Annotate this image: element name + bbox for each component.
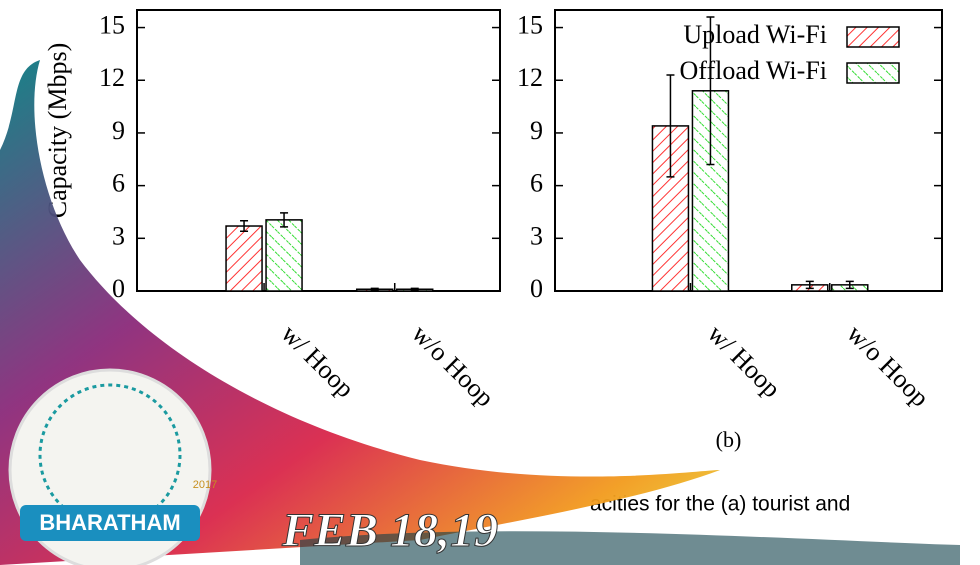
error-bar [706, 16, 715, 166]
error-bar [240, 220, 249, 233]
y-tick-label: 9 [530, 116, 543, 145]
y-tick-label: 15 [99, 11, 125, 40]
error-bar [280, 212, 289, 228]
banner-date: FEB 18,19 [281, 504, 498, 557]
logo-ring [38, 383, 182, 527]
y-tick-label: 0 [112, 274, 125, 303]
y-tick-label: 0 [530, 274, 543, 303]
x-tick-label: w/ Hoop [276, 319, 360, 403]
caption: acities for the (a) tourist and [590, 493, 850, 516]
error-bar [410, 287, 419, 291]
error-bar [666, 74, 675, 178]
legend-swatch [846, 62, 900, 84]
error-bar [845, 280, 854, 290]
bar [265, 219, 303, 292]
decoration: BHARATHAM 2017 FEB 18,19 [0, 60, 960, 565]
y-axis-label: Capacity (Mbps) [43, 43, 72, 218]
legend-label: Offload Wi-Fi [680, 56, 827, 85]
decor-wave [300, 531, 960, 565]
y-tick-label: 12 [517, 63, 543, 92]
legend-swatch [846, 26, 900, 48]
logo-name: BHARATHAM [39, 510, 180, 535]
y-tick-label: 12 [99, 63, 125, 92]
subcaption: (b) [716, 427, 742, 452]
error-bar [370, 287, 379, 291]
y-tick-label: 6 [530, 169, 543, 198]
x-tick-label: w/o Hoop [841, 319, 935, 413]
x-tick-label: w/ Hoop [702, 319, 786, 403]
y-tick-label: 6 [112, 169, 125, 198]
plot-frame [554, 9, 943, 292]
error-bar [805, 280, 814, 290]
logo-year: 2017 [193, 479, 217, 491]
y-tick-label: 15 [517, 11, 543, 40]
y-tick-label: 3 [530, 221, 543, 250]
logo-ribbon [20, 505, 200, 541]
legend-label: Upload Wi-Fi [683, 20, 827, 49]
y-tick-label: 9 [112, 116, 125, 145]
plot-frame [136, 9, 501, 292]
y-tick-label: 3 [112, 221, 125, 250]
x-tick-label: w/o Hoop [406, 319, 500, 413]
bar [225, 225, 263, 292]
